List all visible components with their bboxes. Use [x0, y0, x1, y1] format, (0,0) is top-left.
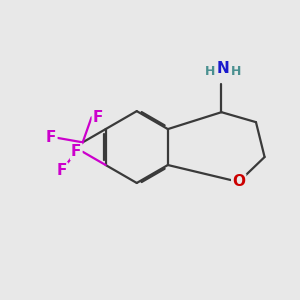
- Text: F: F: [57, 164, 67, 178]
- Text: F: F: [71, 144, 81, 159]
- Text: N: N: [217, 61, 229, 76]
- Text: F: F: [93, 110, 103, 125]
- Text: H: H: [205, 65, 215, 78]
- Text: F: F: [46, 130, 56, 146]
- Text: H: H: [230, 65, 241, 78]
- Text: O: O: [232, 174, 245, 189]
